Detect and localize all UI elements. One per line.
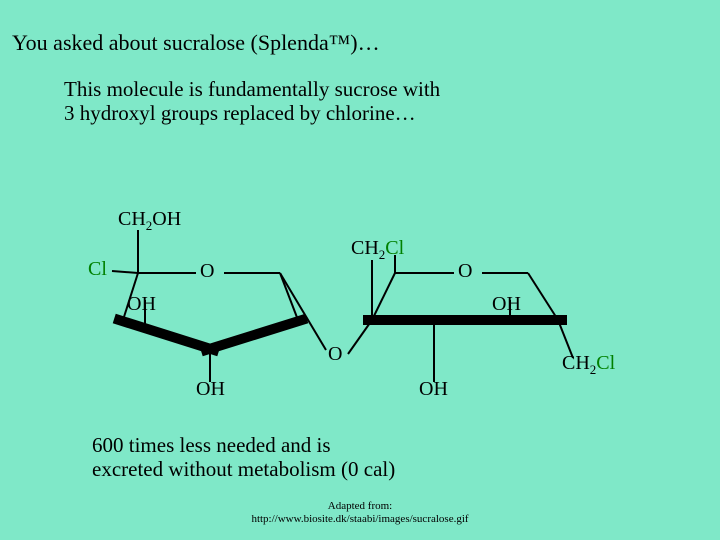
description-line1: This molecule is fundamentally sucrose w…: [64, 76, 440, 102]
label-cl-left: Cl: [88, 258, 107, 281]
label-oh-ring1-front: OH: [127, 293, 156, 316]
label-o-ring2: O: [458, 260, 472, 283]
description-line2: 3 hydroxyl groups replaced by chlorine…: [64, 100, 416, 126]
fact-line1: 600 times less needed and is: [92, 432, 331, 458]
credit-line2: http://www.biosite.dk/staabi/images/sucr…: [0, 513, 720, 526]
label-oh-ring2-front: OH: [492, 293, 521, 316]
label-ch2cl-top: CH2Cl: [351, 237, 404, 263]
label-ch2oh: CH2OH: [118, 208, 181, 234]
label-o-bridge: O: [328, 343, 342, 366]
label-ch2cl-right: CH2Cl: [562, 352, 615, 378]
label-oh-ring1-bottom: OH: [196, 378, 225, 401]
slide-title: You asked about sucralose (Splenda™)…: [12, 30, 380, 56]
credit-line1: Adapted from:: [0, 500, 720, 513]
label-oh-ring2-bottom: OH: [419, 378, 448, 401]
label-o-ring1: O: [200, 260, 214, 283]
fact-line2: excreted without metabolism (0 cal): [92, 456, 395, 482]
